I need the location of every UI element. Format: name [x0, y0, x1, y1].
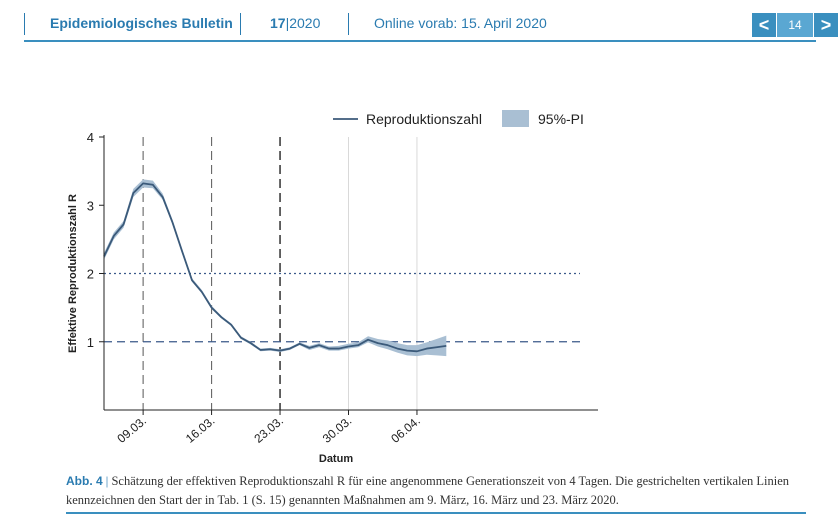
online-date: Online vorab: 15. April 2020 [374, 15, 547, 31]
legend-label-95-pi: 95%-PI [538, 111, 584, 127]
header-rule [24, 40, 816, 42]
x-tick-label: 30.03. [320, 414, 355, 446]
journal-title: Epidemiologisches Bulletin [50, 15, 233, 31]
caption-label: Abb. 4 [66, 474, 103, 488]
header-separator [240, 13, 241, 35]
y-tick-label: 1 [87, 335, 94, 350]
next-page-button[interactable]: > [814, 13, 838, 37]
figure-caption: Abb. 4 | Schätzung der effektiven Reprod… [66, 472, 806, 510]
y-tick-label: 2 [87, 267, 94, 282]
caption-text: Schätzung der effektiven Reproduktionsza… [66, 474, 790, 507]
chevron-right-icon: > [820, 15, 832, 35]
page-number: 14 [777, 13, 813, 37]
journal-header: Epidemiologisches Bulletin 17|2020 Onlin… [0, 0, 840, 44]
reproduction-number-line [103, 182, 447, 353]
y-tick-label: 4 [87, 130, 94, 145]
x-tick-label: 06.04. [388, 414, 423, 446]
prev-page-button[interactable]: < [752, 13, 776, 37]
x-tick-label: 16.03. [183, 414, 218, 446]
caption-separator: | [105, 474, 109, 488]
header-separator [24, 13, 25, 35]
issue-number: 17|2020 [270, 15, 321, 31]
chevron-left-icon: < [758, 15, 770, 35]
prediction-interval-band [104, 179, 447, 357]
legend-label-reproduktionszahl: Reproduktionszahl [366, 111, 482, 127]
header-separator [348, 13, 349, 35]
x-axis-label: Datum [319, 453, 353, 465]
y-axis-label: Effektive Reproduktionszahl R [67, 194, 79, 353]
reproduction-number-chart: 1 2 3 4 Effektive Reproduktionszahl R 09.03. 1… [67, 110, 598, 465]
x-tick-label: 23.03. [251, 414, 286, 446]
legend-band-swatch [502, 110, 529, 127]
y-tick-label: 3 [87, 198, 94, 213]
caption-rule [66, 512, 806, 514]
x-tick-label: 09.03. [114, 414, 149, 446]
